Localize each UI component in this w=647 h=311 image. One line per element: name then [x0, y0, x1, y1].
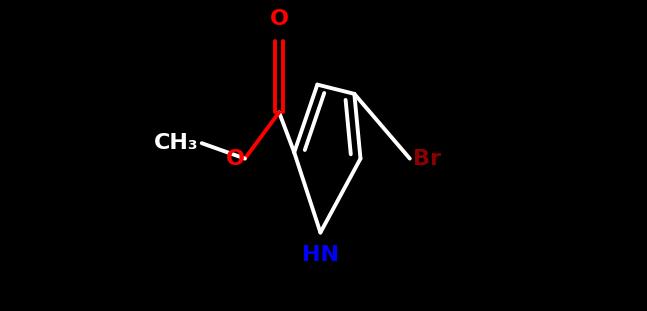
Text: O: O: [270, 9, 289, 29]
Text: O: O: [226, 149, 245, 169]
Text: HN: HN: [302, 245, 339, 265]
Text: CH₃: CH₃: [154, 133, 199, 153]
Text: Br: Br: [413, 149, 441, 169]
